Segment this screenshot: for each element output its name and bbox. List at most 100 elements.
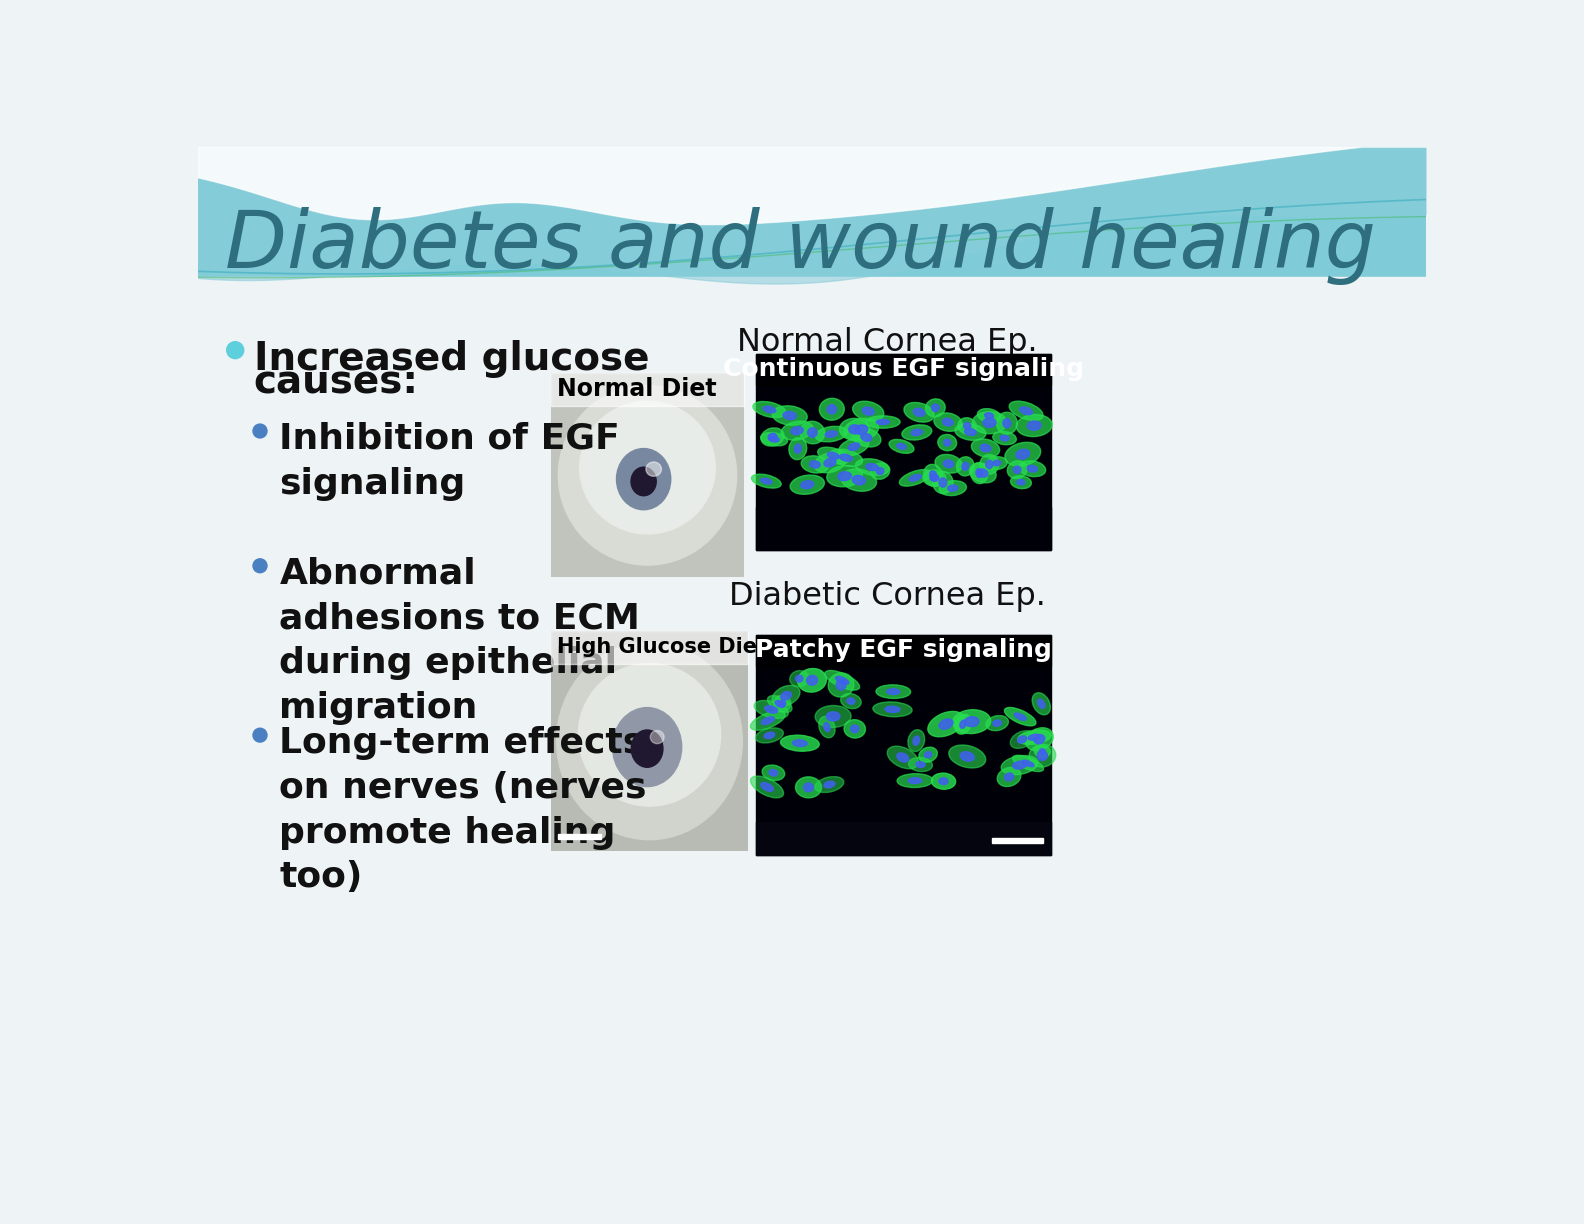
Ellipse shape (1012, 761, 1026, 769)
Ellipse shape (806, 676, 817, 685)
Ellipse shape (1022, 760, 1034, 766)
Text: Abnormal
adhesions to ECM
during epithelial
migration: Abnormal adhesions to ECM during epithel… (279, 557, 640, 725)
Ellipse shape (897, 774, 933, 787)
Ellipse shape (931, 404, 939, 411)
Ellipse shape (996, 412, 1017, 435)
Ellipse shape (1004, 442, 1041, 466)
Ellipse shape (762, 717, 775, 725)
Ellipse shape (751, 711, 786, 731)
Ellipse shape (1000, 436, 1009, 441)
Ellipse shape (958, 417, 976, 435)
Ellipse shape (1017, 415, 1052, 437)
Ellipse shape (825, 671, 860, 690)
Ellipse shape (616, 448, 670, 509)
Ellipse shape (840, 454, 852, 461)
Ellipse shape (923, 464, 942, 486)
Ellipse shape (651, 731, 664, 744)
Bar (992, 837, 1042, 843)
Ellipse shape (789, 438, 806, 460)
Ellipse shape (1019, 730, 1052, 744)
Ellipse shape (904, 403, 935, 422)
Bar (198, 277, 1426, 1089)
Ellipse shape (947, 485, 958, 491)
Ellipse shape (969, 463, 996, 483)
Text: Increased glucose: Increased glucose (253, 340, 649, 378)
Ellipse shape (1034, 734, 1045, 744)
Ellipse shape (840, 437, 870, 455)
Ellipse shape (827, 405, 836, 414)
Ellipse shape (795, 676, 803, 682)
Bar (559, 835, 600, 840)
Ellipse shape (827, 712, 840, 721)
Ellipse shape (876, 684, 911, 699)
Circle shape (253, 559, 268, 573)
Circle shape (253, 424, 268, 438)
Circle shape (253, 728, 268, 742)
Ellipse shape (828, 673, 854, 696)
Ellipse shape (782, 411, 797, 420)
Ellipse shape (765, 706, 778, 714)
Ellipse shape (770, 770, 778, 776)
Ellipse shape (760, 432, 787, 446)
Ellipse shape (925, 399, 946, 417)
Ellipse shape (998, 767, 1022, 787)
Ellipse shape (887, 689, 900, 694)
Ellipse shape (756, 728, 784, 743)
Ellipse shape (909, 758, 933, 771)
Ellipse shape (914, 409, 925, 416)
Ellipse shape (1004, 707, 1036, 726)
Ellipse shape (1033, 693, 1050, 715)
Ellipse shape (1026, 465, 1038, 472)
Ellipse shape (556, 643, 743, 840)
Text: Diabetes and wound healing: Diabetes and wound healing (225, 207, 1376, 285)
Ellipse shape (1012, 755, 1044, 771)
Ellipse shape (792, 739, 808, 747)
Ellipse shape (1003, 419, 1011, 428)
Ellipse shape (847, 698, 855, 704)
Ellipse shape (957, 457, 974, 476)
Ellipse shape (993, 720, 1001, 726)
Ellipse shape (993, 432, 1017, 444)
Ellipse shape (803, 783, 814, 792)
Ellipse shape (825, 431, 838, 437)
Ellipse shape (775, 700, 784, 707)
Ellipse shape (771, 685, 800, 706)
Ellipse shape (876, 420, 890, 425)
Ellipse shape (889, 439, 914, 453)
Ellipse shape (762, 765, 784, 781)
Ellipse shape (866, 416, 900, 428)
Ellipse shape (790, 427, 803, 435)
Ellipse shape (836, 681, 846, 690)
Ellipse shape (816, 705, 851, 727)
Ellipse shape (1009, 401, 1044, 421)
Text: Diabetic Cornea Ep.: Diabetic Cornea Ep. (729, 581, 1045, 612)
Bar (551, 632, 748, 663)
Ellipse shape (760, 428, 784, 447)
Ellipse shape (751, 776, 784, 798)
Ellipse shape (1014, 714, 1026, 720)
Ellipse shape (781, 421, 813, 441)
Ellipse shape (897, 753, 909, 763)
Ellipse shape (781, 692, 792, 700)
Ellipse shape (852, 475, 865, 485)
Ellipse shape (838, 471, 851, 481)
Ellipse shape (939, 477, 947, 487)
Ellipse shape (819, 398, 844, 420)
Ellipse shape (985, 412, 993, 419)
Ellipse shape (1034, 745, 1050, 758)
Ellipse shape (909, 475, 922, 481)
Ellipse shape (849, 425, 860, 435)
Bar (551, 373, 744, 405)
Ellipse shape (911, 430, 922, 436)
Ellipse shape (939, 481, 966, 496)
Ellipse shape (824, 781, 835, 788)
Ellipse shape (1014, 466, 1022, 474)
Ellipse shape (980, 454, 1000, 474)
Ellipse shape (1025, 728, 1053, 750)
Ellipse shape (971, 463, 988, 483)
Ellipse shape (808, 428, 817, 437)
Ellipse shape (578, 663, 721, 807)
Text: High Glucose Diet: High Glucose Diet (558, 638, 767, 657)
Ellipse shape (984, 419, 996, 427)
Ellipse shape (949, 745, 985, 767)
